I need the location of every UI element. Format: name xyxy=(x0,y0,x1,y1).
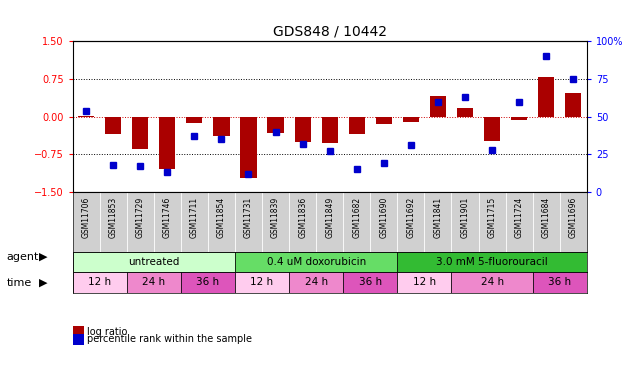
Title: GDS848 / 10442: GDS848 / 10442 xyxy=(273,25,387,39)
Text: log ratio: log ratio xyxy=(87,327,127,337)
Text: GSM11696: GSM11696 xyxy=(569,197,578,238)
Text: GSM11729: GSM11729 xyxy=(136,197,144,238)
Bar xyxy=(268,117,284,133)
Text: GSM11854: GSM11854 xyxy=(217,197,226,238)
Text: GSM11711: GSM11711 xyxy=(190,197,199,238)
Text: GSM11706: GSM11706 xyxy=(81,197,91,238)
Bar xyxy=(457,108,473,117)
Text: 36 h: 36 h xyxy=(548,278,571,288)
Text: 3.0 mM 5-fluorouracil: 3.0 mM 5-fluorouracil xyxy=(436,257,548,267)
Text: 36 h: 36 h xyxy=(196,278,220,288)
Bar xyxy=(289,272,343,292)
Text: GSM11849: GSM11849 xyxy=(325,197,334,238)
Bar xyxy=(398,252,587,272)
Bar xyxy=(73,272,127,292)
Bar xyxy=(430,96,446,117)
Text: GSM11901: GSM11901 xyxy=(461,197,469,238)
Bar xyxy=(533,272,587,292)
Text: GSM11684: GSM11684 xyxy=(542,197,551,238)
Bar xyxy=(398,272,452,292)
Text: ▶: ▶ xyxy=(38,278,47,288)
Bar xyxy=(127,272,181,292)
Text: GSM11690: GSM11690 xyxy=(379,197,388,238)
Bar xyxy=(538,77,555,117)
Text: GSM11731: GSM11731 xyxy=(244,197,253,238)
Bar xyxy=(484,117,500,141)
Text: 12 h: 12 h xyxy=(88,278,111,288)
Bar xyxy=(213,117,230,136)
Bar xyxy=(132,117,148,149)
Bar xyxy=(511,117,528,120)
Text: GSM11746: GSM11746 xyxy=(163,197,172,238)
Bar xyxy=(240,117,257,178)
Bar xyxy=(295,117,310,142)
Bar xyxy=(181,272,235,292)
Bar xyxy=(375,117,392,124)
Bar xyxy=(403,117,419,122)
Text: 24 h: 24 h xyxy=(142,278,165,288)
Text: GSM11839: GSM11839 xyxy=(271,197,280,238)
Bar xyxy=(349,117,365,134)
Text: ▶: ▶ xyxy=(38,252,47,262)
Text: 12 h: 12 h xyxy=(251,278,274,288)
Text: GSM11836: GSM11836 xyxy=(298,197,307,238)
Bar xyxy=(105,117,121,134)
Bar xyxy=(322,117,338,143)
Text: 12 h: 12 h xyxy=(413,278,436,288)
Text: GSM11715: GSM11715 xyxy=(488,197,497,238)
Bar xyxy=(159,117,175,170)
Text: GSM11724: GSM11724 xyxy=(515,197,524,238)
Text: percentile rank within the sample: percentile rank within the sample xyxy=(87,334,252,344)
Text: GSM11692: GSM11692 xyxy=(406,197,415,238)
Bar xyxy=(78,116,94,117)
Text: time: time xyxy=(6,278,32,288)
Text: agent: agent xyxy=(6,252,38,262)
Bar xyxy=(452,272,533,292)
Bar xyxy=(186,117,203,123)
Bar xyxy=(565,93,581,117)
Text: untreated: untreated xyxy=(128,257,179,267)
Text: 24 h: 24 h xyxy=(305,278,327,288)
Text: 36 h: 36 h xyxy=(359,278,382,288)
Text: 24 h: 24 h xyxy=(481,278,504,288)
Bar xyxy=(73,252,235,272)
Text: GSM11682: GSM11682 xyxy=(352,197,362,238)
Bar xyxy=(235,272,289,292)
Bar xyxy=(343,272,398,292)
Text: GSM11841: GSM11841 xyxy=(433,197,442,238)
Text: GSM11853: GSM11853 xyxy=(109,197,117,238)
Bar xyxy=(235,252,398,272)
Text: 0.4 uM doxorubicin: 0.4 uM doxorubicin xyxy=(266,257,366,267)
